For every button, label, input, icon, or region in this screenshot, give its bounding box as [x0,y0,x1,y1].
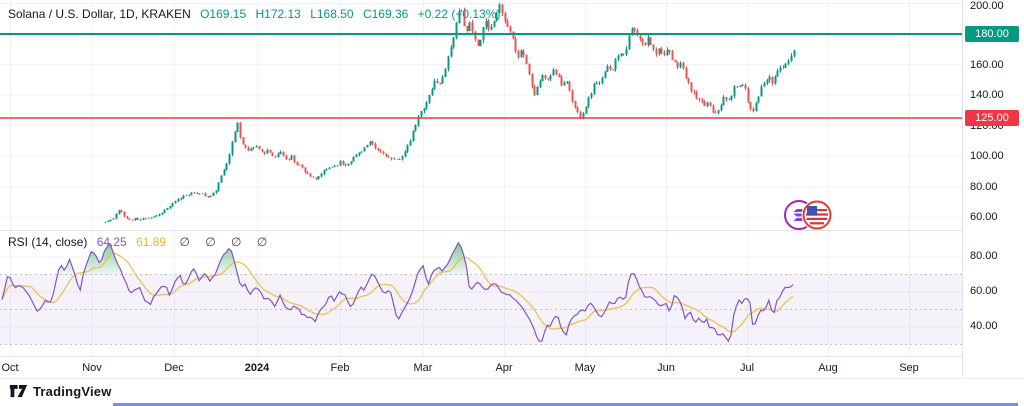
rsi-title[interactable]: RSI (14, close) [8,235,88,249]
usd-flag-icon [801,199,833,230]
rsi-pane[interactable]: RSI (14, close) 64.25 61.89 ∅ ∅ ∅ ∅ [0,230,962,357]
candlestick-chart[interactable] [0,0,962,230]
rsi-tick-label: 60.00 [970,285,998,297]
time-tick-label: Apr [495,362,513,374]
ohlc-change: +0.22 (+0.13%) [417,7,501,21]
rsi-tick-label: 80.00 [970,250,998,262]
symbol-title[interactable]: Solana / U.S. Dollar, 1D, KRAKEN [8,7,191,21]
price-axis[interactable]: 200.00160.00140.00120.00100.0080.0060.00… [962,0,1024,377]
ohlc-close: C169.36 [362,7,409,21]
bottom-accent-line [113,403,1018,406]
rsi-tick-label: 40.00 [970,320,998,332]
tradingview-logo-icon [9,385,28,398]
time-tick-label: May [574,362,596,374]
price-tick-label: 200.00 [970,0,1004,12]
price-level-badge[interactable]: 180.00 [965,26,1019,42]
time-tick-label: Mar [413,362,433,374]
time-tick-label: Aug [818,362,838,374]
time-tick-label: Feb [330,362,350,374]
price-tick-label: 160.00 [970,58,1004,71]
time-tick-label: Oct [1,362,19,374]
price-pane[interactable]: Solana / U.S. Dollar, 1D, KRAKEN O169.15… [0,0,962,230]
time-tick-label: Dec [164,362,184,374]
symbol-pair-logos [783,198,833,230]
symbol-legend: Solana / U.S. Dollar, 1D, KRAKEN O169.15… [8,7,506,21]
tradingview-logo[interactable]: TradingView [9,384,112,399]
price-tick-label: 100.00 [970,150,1004,163]
time-axis[interactable]: Oct Nov Dec 2024 Feb Mar Apr May Jun Jul Aug Sep [0,356,962,379]
time-tick-label: Sep [899,362,919,374]
time-tick-label: Jul [739,362,755,374]
rsi-empty-markers: ∅ ∅ ∅ ∅ [179,235,274,249]
attribution-bar: TradingView [0,378,1024,406]
time-tick-label: 2024 [244,362,270,374]
tradingview-brand-text: TradingView [33,384,112,399]
rsi-legend: RSI (14, close) 64.25 61.89 ∅ ∅ ∅ ∅ [8,235,279,249]
rsi-ma-value: 61.89 [136,235,167,249]
ohlc-low: L168.50 [310,7,354,21]
price-tick-label: 60.00 [970,211,998,224]
price-level-badge[interactable]: 125.00 [965,110,1019,126]
ohlc-open: O169.15 [200,7,247,21]
rsi-chart[interactable] [0,231,962,357]
price-tick-label: 140.00 [970,89,1004,102]
time-tick-label: Jun [657,362,675,374]
price-tick-label: 80.00 [970,180,998,193]
rsi-value: 64.25 [96,235,127,249]
ohlc-high: H172.13 [255,7,301,21]
time-tick-label: Nov [82,362,102,374]
